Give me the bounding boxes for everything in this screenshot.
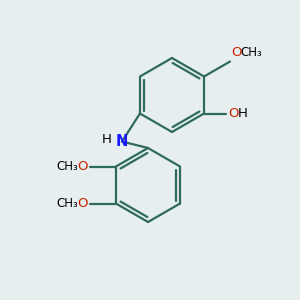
Text: N: N (116, 134, 128, 149)
Text: H: H (102, 133, 112, 146)
Text: CH₃: CH₃ (56, 160, 78, 173)
Text: O: O (77, 160, 88, 173)
Text: CH₃: CH₃ (56, 197, 78, 210)
Text: O: O (231, 46, 242, 59)
Text: H: H (238, 107, 248, 120)
Text: O: O (228, 107, 238, 120)
Text: CH₃: CH₃ (240, 46, 262, 59)
Text: O: O (77, 197, 88, 210)
